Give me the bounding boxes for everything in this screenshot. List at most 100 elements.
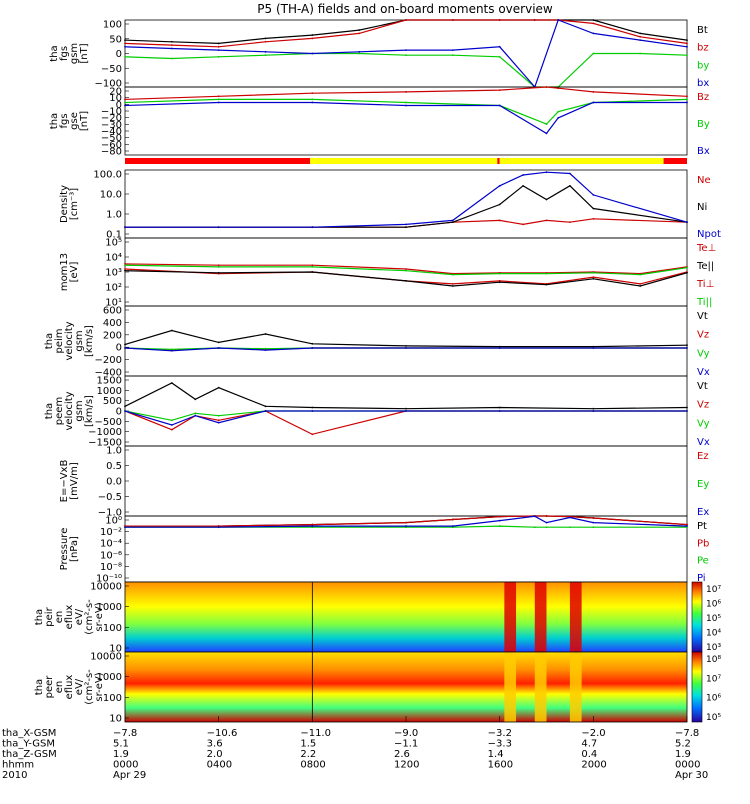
series-line-Ni: [125, 185, 688, 228]
data-point: [405, 54, 407, 57]
data-point: [124, 269, 126, 272]
y-tick-label: 10²: [105, 283, 122, 294]
series-line-by: [124, 52, 688, 88]
y-axis-label: (cm²-s-: [84, 669, 95, 705]
y-tick-label: 10000: [90, 582, 122, 593]
data-point: [217, 49, 220, 52]
data-point: [170, 348, 173, 351]
y-tick-label: 10⁻⁴: [100, 539, 122, 550]
legend-entry: Pi: [697, 573, 706, 584]
y-tick-label: −60: [101, 140, 122, 151]
y-tick-label: 100: [103, 20, 122, 31]
y-tick-label: 0: [116, 100, 122, 111]
y-tick-label: 0: [116, 343, 122, 354]
data-point: [498, 19, 501, 21]
colorbar-scale: [691, 651, 703, 723]
data-point: [592, 207, 595, 210]
figure-title: P5 (TH-A) fields and on-board moments ov…: [257, 2, 553, 16]
y-tick-label: 10⁵: [105, 238, 122, 249]
data-point: [592, 347, 595, 349]
y-tick-label: 500: [103, 396, 122, 407]
y-axis-label: [cm⁻³]: [69, 188, 80, 220]
data-point: [124, 98, 126, 101]
data-point: [498, 219, 501, 222]
data-point: [686, 347, 688, 349]
data-point: [405, 223, 407, 226]
colorbar: 10⁸ 10⁷ 10⁶ 10⁵: [691, 651, 721, 723]
y-tick-label: 100.0: [93, 170, 122, 181]
data-point: [451, 273, 454, 276]
y-axis-label: sr-eV): [94, 672, 105, 701]
data-point: [170, 329, 173, 332]
orbit-row-value: Apr 30: [675, 770, 708, 781]
y-tick-label: −1.0: [98, 508, 122, 519]
data-point: [405, 345, 407, 347]
data-point: [498, 347, 501, 349]
spectrogram-band: [534, 582, 547, 652]
data-point: [686, 525, 688, 527]
data-point: [498, 45, 501, 48]
legend-entry: Bt: [697, 25, 708, 36]
colorbar-tick-label: 10⁶: [706, 694, 721, 704]
data-point: [264, 40, 267, 43]
y-tick-label: 20: [109, 87, 122, 98]
legend-entry: Te⊥: [696, 243, 716, 254]
data-point: [545, 198, 548, 201]
data-point: [217, 226, 220, 229]
spectrogram-image: [125, 582, 687, 652]
y-tick-label: 10⁴: [105, 253, 122, 264]
data-point: [124, 268, 126, 270]
series-line-Pb: [125, 515, 688, 527]
data-point: [639, 39, 642, 41]
data-point: [592, 193, 595, 196]
orbit-row-value: 2.0: [207, 749, 223, 760]
orbit-row-value: 4.7: [581, 739, 597, 750]
orbit-row-value: 1.9: [675, 749, 691, 760]
legend-entry: Ne: [697, 175, 711, 186]
orbit-row-value: 0000: [113, 760, 138, 771]
y-axis-label: [mV/m]: [69, 462, 80, 500]
data-point: [311, 264, 314, 267]
colorbar-tick-label: 10⁵: [706, 614, 721, 624]
orbit-row-value: 0000: [675, 760, 700, 771]
data-point: [194, 412, 197, 415]
y-tick-label: 600: [103, 306, 122, 317]
y-tick-label: 1000: [97, 602, 122, 613]
series-line-Bt: [124, 19, 688, 45]
y-tick-label: −20: [101, 113, 122, 124]
data-point: [264, 405, 267, 408]
data-point: [639, 273, 642, 276]
data-point: [405, 226, 407, 229]
y-tick-label: −50: [101, 64, 122, 75]
y-tick-label: 10: [109, 714, 122, 725]
data-point: [358, 32, 361, 35]
y-axis-label: peir: [44, 606, 55, 626]
orbit-row-value: 0.4: [581, 749, 597, 760]
data-point: [592, 217, 595, 220]
orbit-row-value: 3.6: [207, 739, 223, 750]
orbit-row-value: 1600: [488, 760, 513, 771]
orbit-row-value: 2000: [581, 760, 606, 771]
orbit-row-value: 2.2: [300, 749, 316, 760]
data-point: [451, 525, 454, 527]
y-tick-label: 100: [103, 693, 122, 704]
y-axis-label: peer: [44, 675, 55, 699]
data-point: [498, 410, 501, 412]
legend-entry: Npot: [697, 229, 721, 240]
y-axis-label: Density: [59, 185, 70, 223]
orbit-row-value: 5.2: [675, 739, 691, 750]
data-point: [557, 87, 560, 90]
orbit-row-value: −7.8: [675, 728, 699, 739]
data-point: [686, 221, 688, 224]
y-tick-label: 10⁻²: [100, 527, 122, 538]
y-tick-label: 1500: [97, 376, 122, 387]
colorbar-tick-label: 10³: [706, 643, 721, 653]
data-point: [569, 221, 571, 224]
series-line-Te||: [124, 270, 688, 287]
data-point: [522, 184, 524, 187]
y-tick-label: 0: [116, 407, 122, 418]
mode-bar-segment: [497, 158, 500, 164]
mode-bar-segment: [499, 158, 664, 164]
